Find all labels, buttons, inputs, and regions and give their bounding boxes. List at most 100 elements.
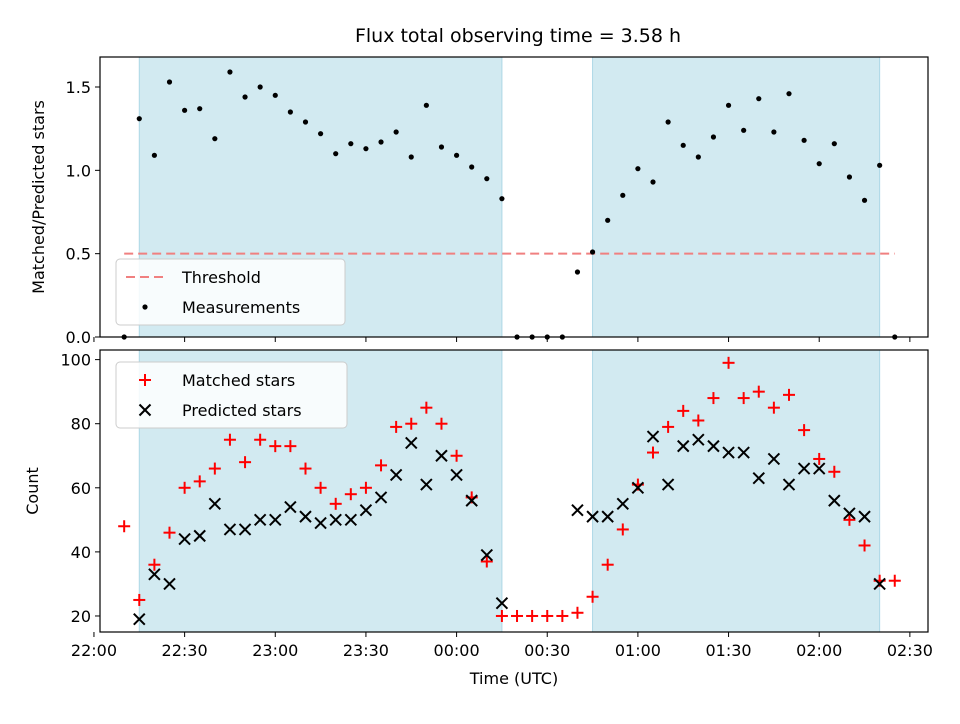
predicted-stars-point	[178, 532, 191, 546]
predicted-stars-point-b	[148, 568, 161, 581]
matched-stars-point	[843, 513, 856, 526]
measurement-point	[136, 116, 142, 122]
predicted-stars-point-b	[601, 510, 614, 523]
measurement-point	[469, 164, 475, 170]
count-legend: Matched stars Predicted stars	[115, 361, 348, 429]
predicted-stars-point-b	[480, 548, 494, 562]
matched-stars-point	[813, 452, 826, 465]
predicted-stars-point-b	[314, 516, 327, 530]
matched-stars-point	[647, 446, 660, 459]
measurement-point	[363, 146, 369, 152]
matched-stars-point	[828, 465, 841, 478]
legend-measurements-swatch	[142, 304, 148, 310]
count-y-tick-label: 80	[71, 415, 91, 434]
predicted-stars-point-b	[707, 439, 720, 453]
matched-stars-point	[133, 593, 146, 606]
predicted-stars-point-b	[420, 478, 433, 491]
count-x-tick-label: 02:00	[796, 641, 842, 660]
predicted-stars-point	[646, 430, 660, 443]
measurement-point	[182, 107, 188, 113]
predicted-stars-point-b	[133, 612, 146, 626]
matched-stars-point	[601, 558, 614, 571]
predicted-stars-point	[586, 510, 599, 523]
predicted-stars-point-b	[193, 529, 206, 543]
predicted-stars-point	[707, 439, 720, 453]
matched-stars-point	[737, 392, 750, 405]
predicted-stars-point-b	[450, 468, 463, 482]
measurement-point	[771, 129, 777, 135]
predicted-stars-point	[450, 468, 463, 482]
predicted-stars-point	[782, 478, 796, 491]
matched-stars-point	[284, 440, 297, 453]
measurement-point	[166, 79, 173, 85]
predicted-stars-point-b	[269, 513, 282, 527]
predicted-stars-point	[752, 471, 765, 485]
matched-stars-point	[375, 459, 388, 472]
matched-stars-point	[677, 404, 690, 417]
matched-stars-point	[526, 609, 539, 622]
predicted-stars-point	[405, 436, 418, 450]
predicted-stars-point-b	[828, 494, 841, 507]
measurement-point	[574, 269, 581, 275]
figure-title: Flux total observing time = 3.58 h	[355, 25, 681, 47]
count-y-axis-label: Count	[23, 467, 42, 515]
measurement-point	[605, 217, 611, 223]
measurement-point	[665, 119, 671, 125]
measurement-point	[257, 84, 263, 90]
predicted-stars-point	[253, 513, 267, 527]
predicted-stars-point	[359, 504, 373, 517]
measurement-point	[348, 141, 354, 147]
predicted-stars-point	[374, 491, 388, 504]
measurement-point	[680, 142, 686, 148]
measurement-point	[333, 151, 339, 157]
measurement-point	[635, 166, 641, 172]
legend-box	[115, 258, 346, 326]
measurement-point	[287, 109, 293, 115]
predicted-stars-point	[616, 497, 629, 511]
predicted-stars-point	[677, 439, 690, 453]
predicted-stars-point-b	[495, 596, 509, 610]
count-y-tick-label: 100	[60, 351, 91, 370]
count-x-tick-label: 22:30	[162, 641, 208, 660]
predicted-stars-point-b	[692, 433, 705, 446]
matched-stars-point	[798, 424, 811, 437]
measurement-point	[484, 176, 490, 182]
count-x-tick-label: 00:30	[524, 641, 570, 660]
predicted-stars-point-b	[435, 449, 448, 462]
matched-stars-point	[480, 555, 493, 568]
measurement-point	[650, 179, 656, 185]
predicted-stars-point	[435, 449, 448, 462]
measurement-point	[846, 174, 853, 180]
predicted-stars-point	[480, 548, 494, 562]
ratio-y-tick-label: 1.5	[66, 78, 91, 97]
measurement-point	[227, 69, 233, 75]
legend-matched-label: Matched stars	[182, 371, 295, 390]
predicted-stars-point	[631, 481, 645, 495]
count-x-axis-label: Time (UTC)	[469, 669, 558, 688]
count-x-tick-label: 22:00	[71, 641, 117, 660]
predicted-stars-point-b	[238, 523, 252, 536]
matched-stars-point	[858, 539, 871, 552]
predicted-stars-point-b	[858, 510, 871, 523]
predicted-stars-point-b	[631, 481, 645, 495]
matched-stars-point	[752, 385, 765, 398]
count-x-tick-label: 01:00	[615, 641, 661, 660]
predicted-stars-point-b	[813, 462, 826, 475]
matched-stars-point	[888, 574, 901, 587]
predicted-stars-point-b	[359, 504, 373, 517]
predicted-stars-point	[148, 568, 161, 581]
predicted-stars-point	[692, 433, 705, 446]
matched-stars-point	[511, 609, 524, 622]
matched-stars-point	[616, 523, 629, 536]
measurement-point	[589, 249, 596, 255]
measurement-point	[212, 136, 218, 142]
legend-measurements-label: Measurements	[182, 298, 300, 317]
predicted-stars-point-b	[873, 577, 886, 591]
predicted-stars-point-b	[389, 468, 403, 482]
measurement-point	[408, 154, 414, 160]
predicted-stars-point-b	[374, 491, 388, 504]
predicted-stars-point	[314, 516, 327, 530]
count-y-tick-label: 60	[71, 479, 91, 498]
predicted-stars-point	[873, 577, 886, 591]
measurement-point	[453, 152, 460, 158]
